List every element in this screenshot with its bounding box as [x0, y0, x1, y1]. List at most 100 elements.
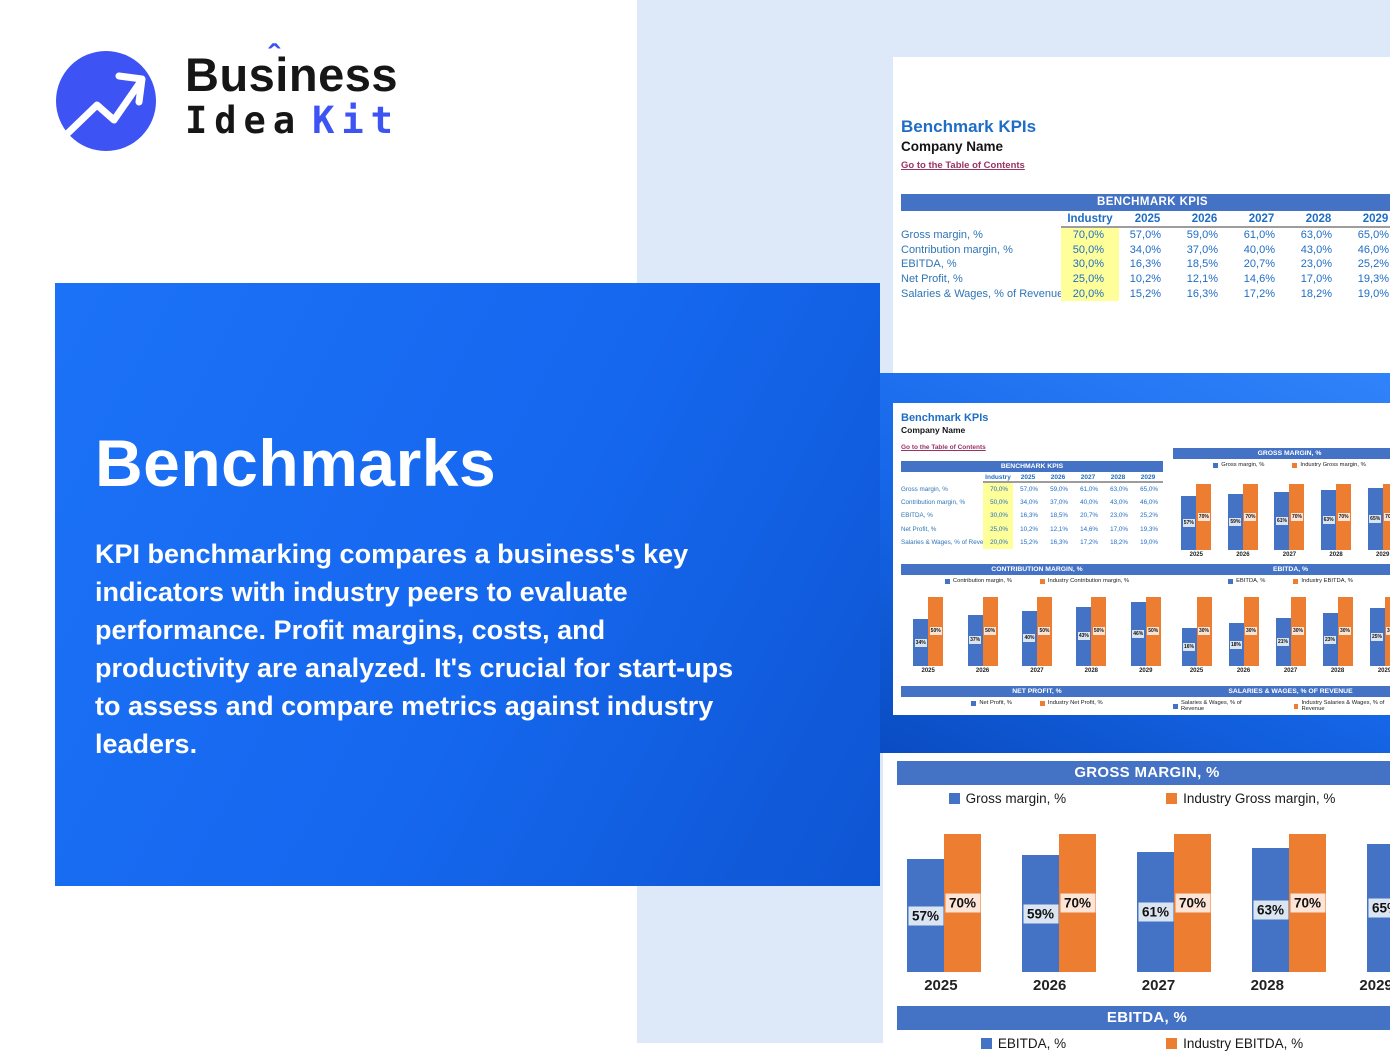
bar: 25% [1370, 608, 1385, 666]
legend-label: Net Profit, % [979, 700, 1012, 706]
table-value-cell: 19,0% [1133, 536, 1163, 549]
table-value-cell: 19,0% [1347, 287, 1390, 302]
bar-data-label: 50% [1147, 627, 1159, 635]
legend-label: Gross margin, % [1221, 462, 1264, 468]
table-of-contents-link[interactable]: Go to the Table of Contents [901, 160, 1025, 172]
table-column-header: 2028 [1103, 472, 1133, 483]
bar: 70% [1174, 834, 1211, 972]
net-profit-chart-mini: NET PROFIT, %Net Profit, %Industry Net P… [901, 686, 1173, 706]
x-axis-label: 2027 [1125, 977, 1193, 994]
chart-title-bar: EBITDA, % [897, 1006, 1390, 1030]
bar: 65% [1368, 488, 1383, 550]
bar-data-label: 50% [1093, 627, 1105, 635]
bar: 30% [1291, 597, 1306, 666]
chart-legend: EBITDA, %Industry EBITDA, % [1173, 578, 1390, 584]
table-corner-cell [901, 211, 1061, 228]
legend-item: Gross margin, % [949, 791, 1067, 806]
bar-data-label: 65% [1369, 515, 1381, 523]
bar-data-label: 30% [1292, 627, 1304, 635]
table-value-cell: 59,0% [1043, 483, 1073, 496]
bar-group: 65%70% [1368, 474, 1390, 550]
bar-group: 25%30% [1370, 590, 1390, 666]
bar: 61% [1137, 852, 1174, 972]
table-value-cell: 17,2% [1233, 287, 1290, 302]
bar-data-label: 70% [1290, 893, 1325, 912]
spreadsheet-card-bottom: GROSS MARGIN, %Gross margin, %Industry G… [883, 753, 1390, 1043]
hero-title: Benchmarks [95, 425, 880, 501]
legend-swatch [1294, 704, 1299, 709]
table-value-cell: 15,2% [1119, 287, 1176, 302]
table-value-cell: 25,2% [1133, 509, 1163, 522]
table-value-cell: 20,7% [1073, 509, 1103, 522]
chart-legend: Net Profit, %Industry Net Profit, % [901, 700, 1173, 706]
legend-item: Net Profit, % [971, 700, 1012, 706]
bar-data-label: 30% [1339, 627, 1351, 635]
chart-legend: Gross margin, %Industry Gross margin, % [897, 791, 1387, 806]
table-value-cell: 59,0% [1176, 228, 1233, 243]
bar: 50% [1091, 597, 1106, 666]
bar: 57% [907, 859, 944, 972]
bar-group: 63%70% [1252, 814, 1326, 972]
bar: 30% [1385, 597, 1390, 666]
bar: 59% [1022, 855, 1059, 972]
table-value-cell: 18,5% [1176, 257, 1233, 272]
table-of-contents-link[interactable]: Go to the Table of Contents [901, 444, 986, 452]
table-value-cell: 16,3% [1176, 287, 1233, 302]
table-value-cell: 57,0% [1013, 483, 1043, 496]
gross-margin-chart-mini: GROSS MARGIN, %Gross margin, %Industry G… [1173, 448, 1390, 558]
table-value-cell: 25,2% [1347, 257, 1390, 272]
x-axis-label: 2026 [1016, 977, 1084, 994]
bar-data-label: 30% [1245, 627, 1257, 635]
bar-data-label: 61% [1138, 902, 1173, 921]
bar: 21% [1276, 618, 1291, 666]
x-axis-label: 2029 [1131, 668, 1161, 674]
legend-label: EBITDA, % [998, 1036, 1066, 1051]
bar: 65% [1367, 844, 1390, 972]
table-value-cell: 12,1% [1043, 523, 1073, 536]
bar-group: 34%50% [913, 590, 943, 666]
bar: 59% [1228, 494, 1243, 550]
sheet-title: Benchmark KPIs [901, 412, 1173, 425]
table-value-cell: 61,0% [1073, 483, 1103, 496]
table-value-cell: 20,7% [1233, 257, 1290, 272]
bar: 70% [1243, 484, 1258, 551]
table-value-cell: 16,3% [1013, 509, 1043, 522]
chart-title-bar: GROSS MARGIN, % [1173, 448, 1390, 459]
table-value-cell: 46,0% [1347, 243, 1390, 258]
table-value-cell: 17,0% [1290, 272, 1347, 287]
bar-data-label: 70% [1060, 893, 1095, 912]
table-value-cell: 10,2% [1013, 523, 1043, 536]
bar-group: 59%70% [1228, 474, 1258, 550]
x-axis-label: 2025 [913, 668, 943, 674]
sheet-title: Benchmark KPIs [901, 117, 1390, 137]
table-row-label: Salaries & Wages, % of Revenue [901, 287, 1061, 302]
table-row-label: Net Profit, % [901, 272, 1061, 287]
legend-label: Gross margin, % [966, 791, 1067, 806]
bar-data-label: 43% [1078, 632, 1090, 640]
table-column-header: 2027 [1073, 472, 1103, 483]
legend-item: Industry Salaries & Wages, % of Revenue [1294, 700, 1390, 712]
table-value-cell: 40,0% [1073, 496, 1103, 509]
table-value-cell: 65,0% [1133, 483, 1163, 496]
bar-data-label: 70% [1291, 513, 1303, 521]
table-industry-cell: 30,0% [1061, 257, 1119, 272]
ebitda-chart-large: EBITDA, %EBITDA, %Industry EBITDA, % [897, 1006, 1390, 1051]
table-value-cell: 23,0% [1290, 257, 1347, 272]
bar: 50% [983, 597, 998, 666]
bar: 50% [1146, 597, 1161, 666]
bar: 70% [944, 834, 981, 972]
bar-data-label: 50% [930, 627, 942, 635]
bar: 61% [1274, 492, 1289, 550]
bar: 70% [1336, 484, 1351, 551]
table-column-header: 2029 [1347, 211, 1390, 228]
table-industry-cell: 25,0% [1061, 272, 1119, 287]
table-value-cell: 46,0% [1133, 496, 1163, 509]
table-banner: BENCHMARK KPIS [901, 194, 1390, 211]
bar: 70% [1383, 484, 1390, 551]
